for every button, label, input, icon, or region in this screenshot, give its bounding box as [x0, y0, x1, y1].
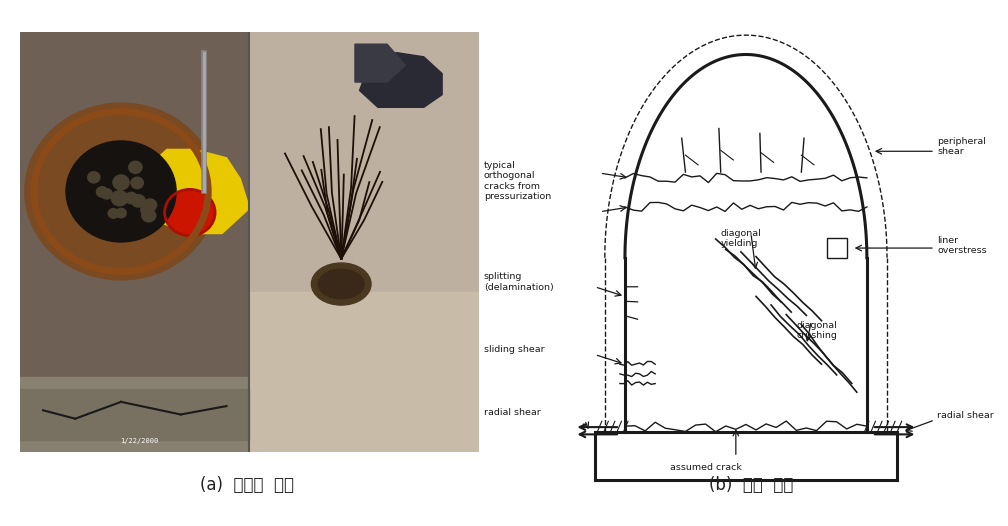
Text: splitting
(delamination): splitting (delamination): [484, 272, 553, 291]
Circle shape: [88, 172, 100, 183]
Circle shape: [116, 208, 126, 218]
Text: sliding shear: sliding shear: [484, 345, 544, 354]
Circle shape: [125, 193, 137, 204]
Circle shape: [131, 195, 145, 207]
Circle shape: [101, 189, 112, 199]
Bar: [249, 292, 479, 452]
Circle shape: [111, 190, 128, 206]
Text: radial shear: radial shear: [937, 410, 994, 420]
Polygon shape: [355, 44, 405, 82]
Text: typical
orthogonal
cracks from
pressurization: typical orthogonal cracks from pressuriz…: [484, 161, 551, 201]
Bar: [20, 32, 249, 452]
Text: liner
overstress: liner overstress: [937, 236, 987, 255]
Polygon shape: [135, 149, 249, 234]
Polygon shape: [360, 53, 443, 107]
Circle shape: [25, 103, 218, 280]
Circle shape: [108, 209, 119, 218]
Circle shape: [97, 187, 108, 197]
Text: diagonal
crushing: diagonal crushing: [796, 321, 838, 340]
Text: assumed crack: assumed crack: [669, 463, 742, 472]
Circle shape: [141, 204, 154, 216]
Bar: [20, 377, 249, 452]
Text: (a)  정착부  손상: (a) 정착부 손상: [200, 477, 294, 494]
Circle shape: [36, 114, 206, 269]
Text: diagonal
yielding: diagonal yielding: [721, 229, 761, 248]
Circle shape: [129, 161, 142, 174]
Text: radial shear: radial shear: [484, 408, 540, 417]
Bar: [827, 238, 847, 258]
Circle shape: [61, 137, 180, 246]
Ellipse shape: [311, 263, 371, 305]
Circle shape: [113, 175, 129, 190]
Ellipse shape: [319, 269, 364, 299]
Text: 1/22/2000: 1/22/2000: [120, 438, 158, 444]
Circle shape: [67, 141, 176, 242]
Bar: [20, 389, 249, 440]
Circle shape: [76, 149, 167, 234]
Circle shape: [164, 189, 215, 236]
Text: peripheral
shear: peripheral shear: [937, 137, 986, 156]
Circle shape: [143, 199, 156, 211]
Circle shape: [141, 200, 153, 211]
Circle shape: [142, 209, 155, 222]
Circle shape: [50, 126, 193, 257]
Bar: [249, 32, 479, 452]
Circle shape: [131, 177, 143, 189]
Text: (b)  균열  손상: (b) 균열 손상: [709, 477, 793, 494]
